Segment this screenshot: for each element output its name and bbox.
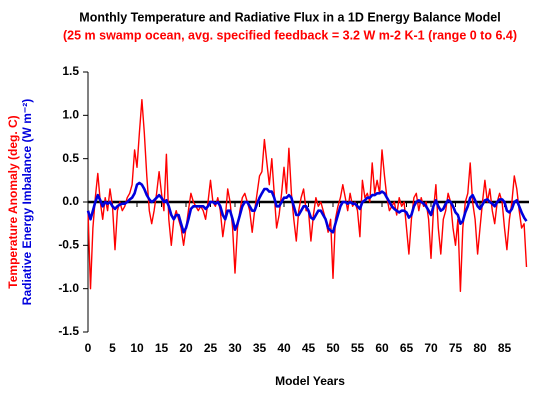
- x-tick-label: 10: [130, 341, 144, 355]
- x-tick-label: 30: [228, 341, 242, 355]
- y-tick-label: -1.0: [58, 281, 79, 295]
- y-axis-title-line: Temperature Anomaly (deg. C): [6, 115, 20, 288]
- y-tick-label: -0.5: [58, 238, 79, 252]
- x-tick-label: 85: [498, 341, 512, 355]
- x-axis-title: Model Years: [275, 374, 345, 388]
- x-tick-label: 40: [277, 341, 291, 355]
- series-line: [87, 99, 528, 292]
- x-tick-label: 5: [109, 341, 116, 355]
- y-tick-label: 1.5: [62, 64, 79, 78]
- x-tick-label: 65: [400, 341, 414, 355]
- x-tick-label: 80: [473, 341, 487, 355]
- chart-title: Monthly Temperature and Radiative Flux i…: [79, 10, 500, 24]
- x-tick-label: 75: [449, 341, 463, 355]
- x-tick-label: 50: [326, 341, 340, 355]
- y-tick-label: 0.5: [62, 151, 79, 165]
- x-tick-label: 70: [424, 341, 438, 355]
- y-tick-label: -1.5: [58, 324, 79, 338]
- series-line: [86, 181, 528, 234]
- y-tick-label: 1.0: [62, 108, 79, 122]
- x-tick-label: 25: [204, 341, 218, 355]
- x-tick-label: 55: [351, 341, 365, 355]
- chart-subtitle: (25 m swamp ocean, avg. specified feedba…: [63, 28, 517, 42]
- x-tick-label: 0: [85, 341, 92, 355]
- y-axis-title-line: Radiative Energy Imbalance (W m⁻²): [20, 99, 34, 305]
- x-tick-label: 35: [253, 341, 267, 355]
- y-axis-title: Temperature Anomaly (deg. C) Radiative En…: [6, 99, 34, 305]
- x-tick-label: 20: [179, 341, 193, 355]
- x-tick-label: 15: [155, 341, 169, 355]
- y-tick-label: 0.0: [62, 194, 79, 208]
- x-tick-label: 45: [302, 341, 316, 355]
- x-tick-label: 60: [375, 341, 389, 355]
